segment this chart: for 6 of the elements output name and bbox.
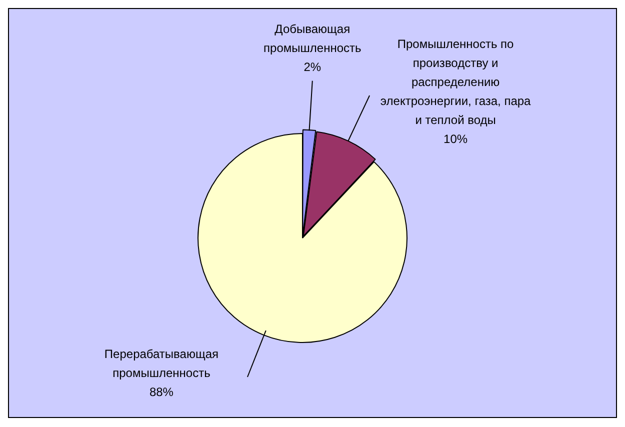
slice-label: Промышленность по производству и распределению электроэнергии, газа, пара и теплой воды: [380, 36, 532, 127]
data-label: 10%: [444, 132, 468, 146]
slice-label: Добывающая промышленность: [264, 22, 362, 56]
data-label: 88%: [149, 384, 174, 399]
data-label: 2%: [304, 60, 322, 74]
slice-label: Перерабатывающая промышленность: [104, 346, 219, 380]
